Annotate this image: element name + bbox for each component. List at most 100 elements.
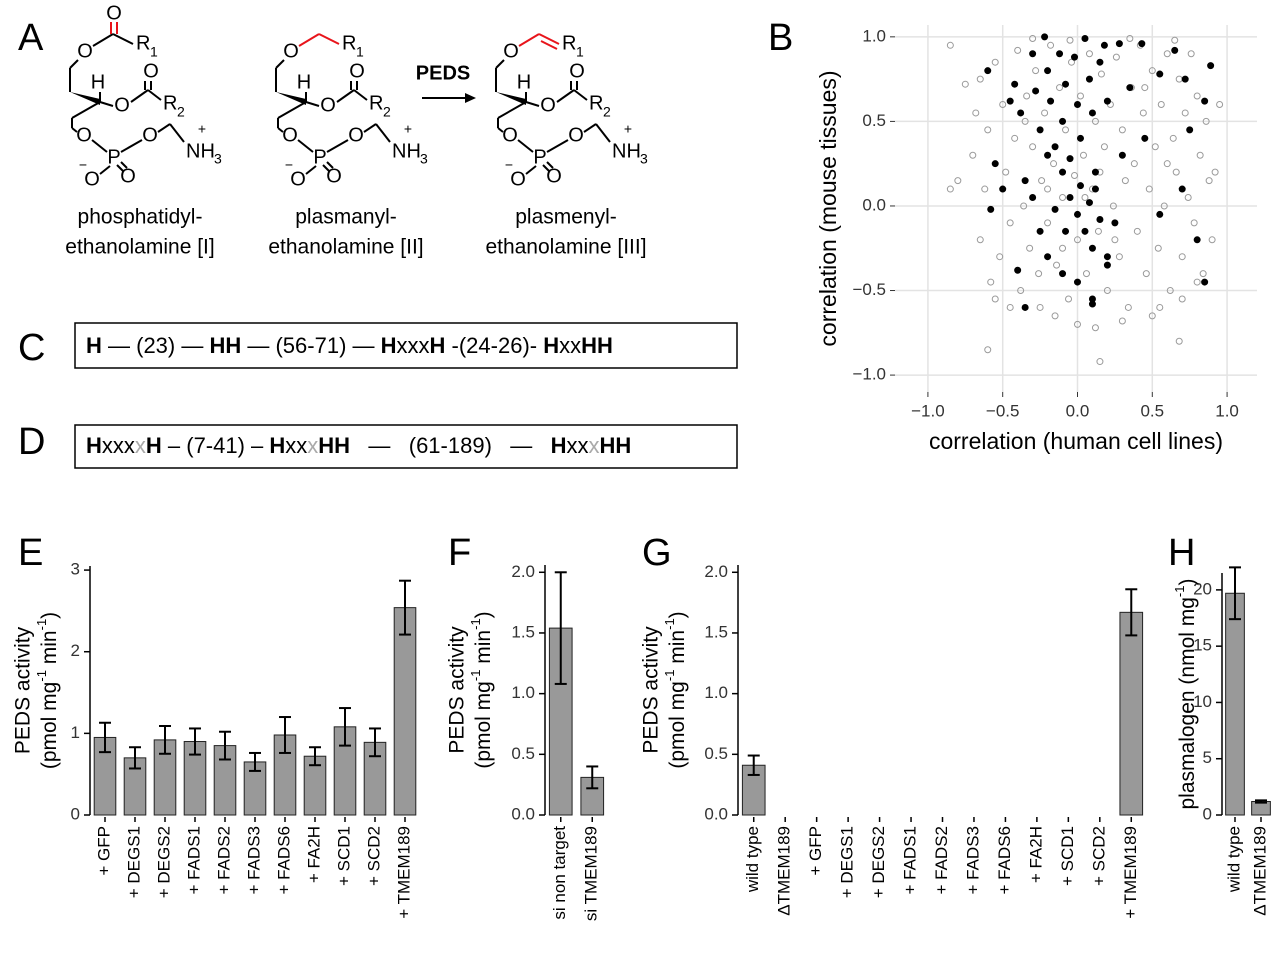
point — [1059, 270, 1067, 278]
bond — [71, 127, 78, 133]
bond — [322, 164, 330, 172]
point — [1121, 177, 1129, 185]
point — [984, 67, 992, 75]
bond — [583, 123, 597, 133]
point — [1081, 194, 1089, 202]
y-tick-label: 2.0 — [704, 562, 728, 581]
point — [1126, 84, 1134, 92]
bond — [518, 33, 540, 47]
motif-segment: xxx — [102, 433, 135, 458]
y-axis-label: PEDS activity — [12, 626, 35, 754]
point — [1100, 143, 1108, 151]
bond — [497, 101, 527, 119]
point — [1091, 324, 1099, 332]
point — [969, 151, 977, 159]
y-tick-label: 3 — [71, 560, 80, 579]
y-axis-label-part: ) — [472, 611, 495, 618]
point — [1201, 97, 1209, 105]
point — [1073, 320, 1081, 328]
point — [1115, 253, 1123, 261]
point — [1006, 303, 1014, 311]
error-bar — [129, 746, 141, 770]
point — [1184, 194, 1192, 202]
point — [1186, 126, 1194, 134]
x-tick-label: 0.0 — [1066, 401, 1090, 420]
y-axis-label: (pmol mg-1 min-1) — [662, 611, 689, 768]
x-tick-label: ΔTMEM189 — [1250, 826, 1269, 916]
bond — [305, 165, 317, 175]
atom-label: O — [290, 168, 306, 190]
bond — [92, 33, 114, 47]
motif: HxxxxH – (7-41) – HxxxHH — (61-189) — Hx… — [86, 433, 631, 458]
bond — [326, 161, 334, 169]
atom-label: R — [369, 92, 383, 114]
bond — [69, 59, 79, 69]
x-tick-label: + DEGS2 — [154, 826, 173, 898]
bond — [326, 139, 349, 153]
y-tick-label: 0 — [1203, 804, 1212, 823]
point — [1112, 53, 1120, 61]
motif-segment: – (7-41) – — [162, 433, 270, 458]
y-tick-label: 1.0 — [511, 683, 535, 702]
structure-caption: phosphatidyl- — [78, 206, 203, 229]
point — [1047, 97, 1055, 105]
point — [1036, 227, 1044, 235]
atom-label: O — [569, 60, 585, 82]
point — [1047, 41, 1055, 49]
atom-label: O — [76, 124, 92, 146]
point — [984, 126, 992, 134]
motif-box — [74, 424, 738, 469]
motif-segment: — (23) — — [102, 333, 210, 358]
point — [1036, 126, 1044, 134]
point — [1181, 109, 1189, 117]
structure-caption: plasmenyl- — [515, 206, 617, 229]
point — [1171, 36, 1179, 44]
point — [1032, 67, 1040, 75]
point — [996, 253, 1004, 261]
y-tick-label: 0.0 — [511, 804, 535, 823]
point — [1133, 227, 1141, 235]
point — [1062, 126, 1070, 134]
point — [1066, 194, 1074, 202]
y-axis-label: PEDS activity — [640, 626, 663, 754]
x-tick-label: wild type — [743, 826, 762, 893]
point — [1145, 185, 1153, 193]
atom-label: − — [79, 157, 87, 173]
y-tick-label: 20 — [1193, 579, 1212, 598]
y-tick-label: 0.0 — [704, 804, 728, 823]
atom-label: + — [624, 121, 632, 137]
bond — [375, 123, 391, 143]
error-bar — [369, 727, 381, 758]
error-bar — [586, 765, 599, 790]
structure-caption: ethanolamine [II] — [268, 236, 423, 259]
atom-label: + — [198, 121, 206, 137]
panel-letter: G — [642, 532, 672, 574]
bond — [305, 101, 320, 107]
point — [1091, 185, 1099, 193]
error-bar — [309, 746, 321, 767]
motif-segment: xx — [559, 333, 581, 358]
point — [1160, 202, 1168, 210]
atom-label: O — [320, 94, 336, 116]
y-axis-label-part: min — [38, 630, 61, 670]
point — [1014, 46, 1022, 54]
y-tick-label: 5 — [1203, 748, 1212, 767]
atom-label: O — [283, 40, 299, 62]
motif-segment: x — [135, 433, 146, 458]
point — [1065, 295, 1073, 303]
atom-label: O — [568, 124, 584, 146]
x-tick-label: + SCD2 — [364, 826, 383, 886]
atom-label: O — [114, 94, 130, 116]
motif-segment: HH — [599, 433, 631, 458]
point — [1066, 155, 1074, 163]
x-tick-label: + FADS1 — [184, 826, 203, 895]
point — [1169, 134, 1177, 142]
error-bar — [399, 579, 411, 636]
x-tick-label: + FADS3 — [244, 826, 263, 895]
atom-label: O — [77, 40, 93, 62]
point — [1096, 58, 1104, 66]
motif-segment: -(24-26)- — [445, 333, 543, 358]
atom-label: O — [142, 124, 158, 146]
point — [1088, 109, 1096, 117]
x-tick-label: ΔTMEM189 — [775, 826, 794, 916]
